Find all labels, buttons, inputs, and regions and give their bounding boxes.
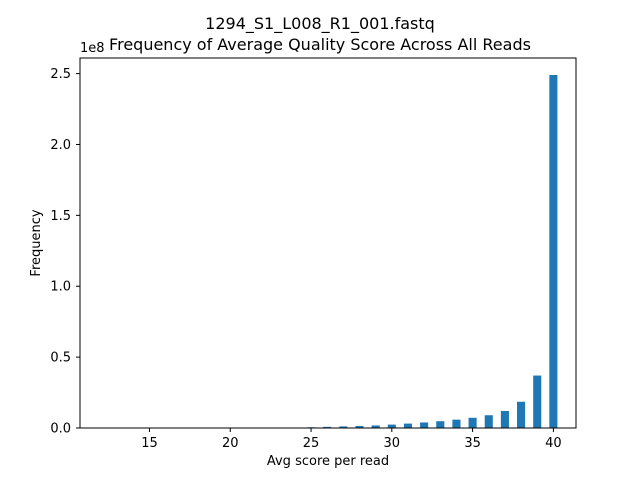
x-tick-label-35: 35 (464, 436, 481, 451)
x-tick-label-40: 40 (545, 436, 562, 451)
x-tick-label-30: 30 (384, 436, 401, 451)
chart-title-line-1: 1294_S1_L008_R1_001.fastq (205, 14, 435, 34)
bar-score-28 (355, 426, 364, 428)
bar-score-39 (533, 375, 542, 428)
x-axis-ticks: 15 20 25 30 35 40 (141, 428, 562, 451)
bar-score-36 (484, 415, 493, 428)
bar-score-30 (387, 424, 396, 428)
bars-group (307, 75, 558, 428)
bar-score-27 (339, 426, 348, 428)
y-axis-ticks: 0.0 0.5 1.0 1.5 2.0 2.5 (50, 67, 80, 437)
bar-score-35 (468, 417, 477, 428)
y-tick-label-1.0: 1.0 (50, 280, 71, 295)
bar-score-37 (500, 410, 509, 428)
x-tick-label-25: 25 (303, 436, 320, 451)
x-tick-label-15: 15 (141, 436, 158, 451)
bar-score-31 (403, 423, 413, 428)
bar-score-34 (452, 419, 461, 428)
chart-title-line-2: Frequency of Average Quality Score Acros… (109, 35, 531, 54)
bar-score-29 (371, 425, 380, 428)
bar-score-40 (549, 75, 558, 428)
y-tick-label-0.0: 0.0 (50, 422, 71, 437)
x-axis-label: Avg score per read (267, 454, 389, 469)
plot-frame (79, 57, 577, 429)
bar-score-38 (517, 401, 526, 428)
y-axis-label: Frequency (29, 209, 44, 276)
bar-score-33 (436, 421, 445, 428)
x-tick-label-20: 20 (222, 436, 239, 451)
bar-score-26 (323, 426, 332, 428)
y-tick-label-1.5: 1.5 (50, 209, 71, 224)
y-offset-label: 1e8 (80, 41, 105, 56)
y-tick-label-2.0: 2.0 (50, 138, 71, 153)
y-tick-label-2.5: 2.5 (50, 67, 71, 82)
bar-score-32 (420, 422, 429, 428)
y-tick-label-0.5: 0.5 (50, 351, 71, 366)
